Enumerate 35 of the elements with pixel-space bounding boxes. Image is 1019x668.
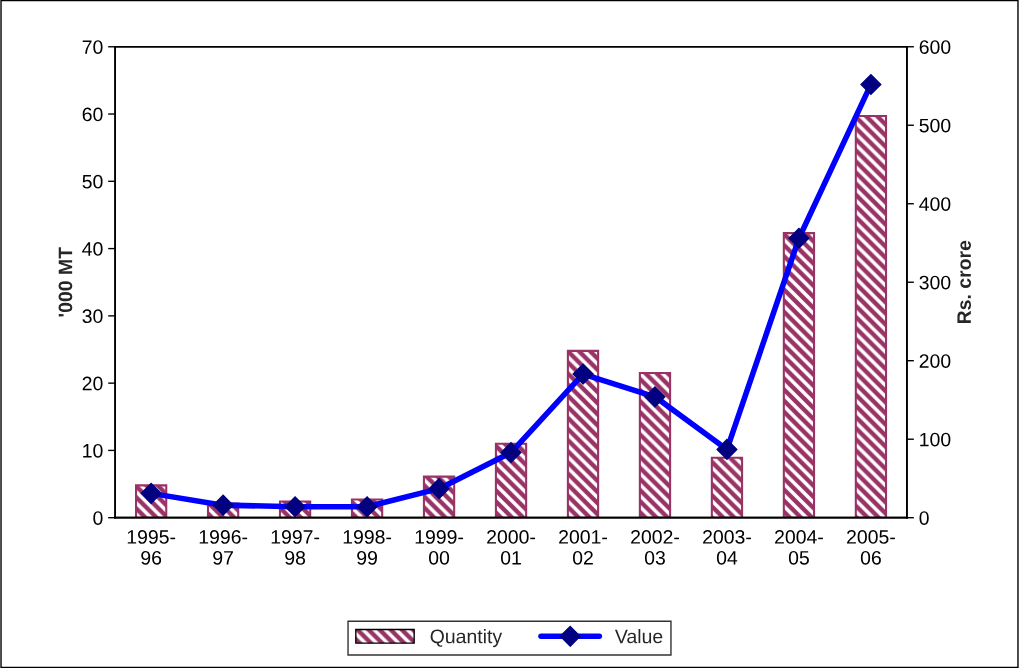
x-tick-label: 2004- 05 <box>775 530 823 565</box>
bar <box>566 349 600 518</box>
y2-tick-label: 100 <box>920 432 951 447</box>
x-tick-label: 2001- 02 <box>559 530 608 565</box>
y-tick-label: 70 <box>82 40 103 54</box>
x-tick-label: 1997- 98 <box>271 530 320 565</box>
y2-tick-label: 400 <box>919 197 951 211</box>
legend-label: Quantity <box>430 629 503 648</box>
x-tick-label: 2005- 06 <box>847 530 895 565</box>
x-tick-label: 2000- 01 <box>487 530 536 565</box>
bar <box>782 232 816 518</box>
y2-tick-label: 500 <box>919 118 951 133</box>
x-tick-label: 1999- 00 <box>415 530 464 565</box>
y2-tick-label: 200 <box>919 354 951 368</box>
bar <box>854 115 888 518</box>
bar <box>638 372 672 518</box>
x-tick-label: 1996- 97 <box>199 530 248 565</box>
y2-axis-title: Rs. crore <box>957 240 971 324</box>
x-tick-label: 1995- 96 <box>127 530 176 565</box>
y-tick-label: 0 <box>93 511 103 525</box>
bar <box>710 456 744 518</box>
legend-label: Value <box>614 629 663 644</box>
y2-tick-label: 300 <box>919 275 951 290</box>
y-tick-label: 50 <box>82 174 103 189</box>
y2-tick-label: 600 <box>919 40 951 54</box>
y-tick-label: 30 <box>82 309 103 324</box>
y-tick-label: 10 <box>83 443 103 458</box>
y-tick-label: 40 <box>82 242 103 256</box>
y-tick-label: 20 <box>82 376 103 391</box>
y-axis-title: '000 MT <box>58 247 73 317</box>
y2-tick-label: 0 <box>919 511 929 525</box>
x-tick-label: 2003- 04 <box>703 530 751 565</box>
y-tick-label: 60 <box>82 107 103 122</box>
x-tick-label: 2002- 03 <box>631 530 679 565</box>
x-tick-label: 1998- 99 <box>343 530 392 565</box>
